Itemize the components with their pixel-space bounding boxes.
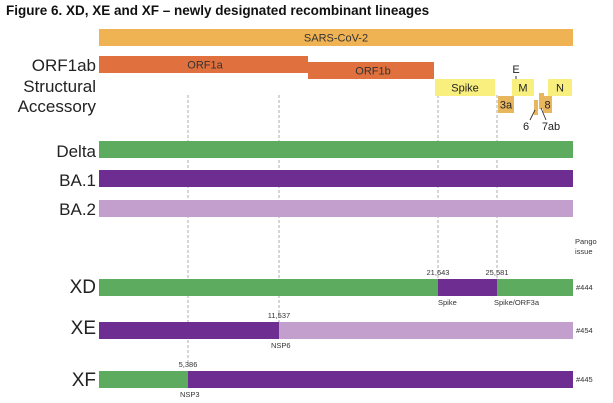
xd-recombinant: XD 21,643 25,581 Spike Spike/ORF3a #444 xyxy=(70,268,593,307)
pango-header-line2: issue xyxy=(575,247,593,256)
orf8-label: 8 xyxy=(544,100,550,112)
delta-row-label: Delta xyxy=(56,142,96,161)
orf6-leader xyxy=(529,109,536,121)
orf1b-bar xyxy=(308,62,434,79)
parent-lineages xyxy=(99,141,573,217)
xd-segment-delta-left xyxy=(99,279,438,296)
sars-cov-2-label: SARS-CoV-2 xyxy=(304,33,368,45)
xf-breakpoint-position: 5,386 xyxy=(179,360,198,369)
xf-breakpoint-gene: NSP3 xyxy=(180,390,200,399)
breakpoint-guides xyxy=(187,95,498,363)
orf1a-bar xyxy=(99,56,308,73)
orf8-gene xyxy=(543,96,552,113)
xd-row-label: XD xyxy=(70,277,96,298)
m-gene xyxy=(512,79,534,96)
orf7ab-leader xyxy=(540,107,547,121)
xe-row-label: XE xyxy=(71,318,96,339)
xe-pango-issue: #454 xyxy=(576,326,593,335)
ba2-row-label: BA.2 xyxy=(59,200,96,219)
n-gene-label: N xyxy=(556,83,564,95)
spike-gene-label: Spike xyxy=(451,83,479,95)
e-gene-label: E xyxy=(512,64,519,76)
orf7ab-label: 7ab xyxy=(542,121,560,133)
orf3a-gene xyxy=(498,96,514,113)
sars-cov-2-bar xyxy=(99,29,573,46)
xf-segment-ba1 xyxy=(188,371,573,388)
orf1ab-genes: ORF1a ORF1b xyxy=(99,56,434,79)
figure-title: Figure 6. XD, XE and XF – newly designat… xyxy=(6,3,429,18)
xe-breakpoint-gene: NSP6 xyxy=(271,341,291,350)
xf-segment-delta xyxy=(99,371,188,388)
orf7ab-gene xyxy=(539,93,544,109)
accessory-row-label: Accessory xyxy=(18,97,97,116)
xe-breakpoint-position: 11,537 xyxy=(268,311,290,320)
xd-pango-issue: #444 xyxy=(576,283,593,292)
xd-breakpoint-1-position: 21,643 xyxy=(427,268,450,277)
structural-row-label: Structural xyxy=(23,77,96,96)
ba1-bar xyxy=(99,170,573,187)
pango-issue-header: Pango issue xyxy=(575,237,597,256)
xe-segment-ba2 xyxy=(279,322,573,339)
xd-breakpoint-1-gene: Spike xyxy=(438,298,457,307)
n-gene xyxy=(548,79,572,96)
sars-cov-2-genome-bar: SARS-CoV-2 xyxy=(99,29,573,46)
delta-bar xyxy=(99,141,573,158)
m-gene-label: M xyxy=(518,83,527,95)
xd-segment-delta-right xyxy=(497,279,573,296)
xd-segment-ba1 xyxy=(438,279,497,296)
ba1-row-label: BA.1 xyxy=(59,171,96,190)
orf1a-label: ORF1a xyxy=(187,60,223,72)
row-labels: ORF1ab Structural Accessory Delta BA.1 B… xyxy=(18,56,97,219)
ba2-bar xyxy=(99,200,573,217)
pango-header-line1: Pango xyxy=(575,237,597,246)
orf6-label: 6 xyxy=(523,121,529,133)
orf1b-label: ORF1b xyxy=(355,66,390,78)
xf-recombinant: XF 5,386 NSP3 #445 xyxy=(72,360,593,399)
xe-segment-ba1 xyxy=(99,322,279,339)
orf1ab-row-label: ORF1ab xyxy=(32,56,96,75)
orf3a-label: 3a xyxy=(500,100,513,112)
xf-row-label: XF xyxy=(72,370,96,391)
accessory-genes: 3a 8 6 7ab xyxy=(498,93,560,133)
xf-pango-issue: #445 xyxy=(576,375,593,384)
spike-gene xyxy=(435,79,495,96)
xd-breakpoint-2-gene: Spike/ORF3a xyxy=(494,298,540,307)
structural-genes: Spike E M N xyxy=(435,64,572,96)
xe-recombinant: XE 11,537 NSP6 #454 xyxy=(71,311,593,350)
xd-breakpoint-2-position: 25,581 xyxy=(486,268,509,277)
orf6-gene xyxy=(534,100,538,115)
